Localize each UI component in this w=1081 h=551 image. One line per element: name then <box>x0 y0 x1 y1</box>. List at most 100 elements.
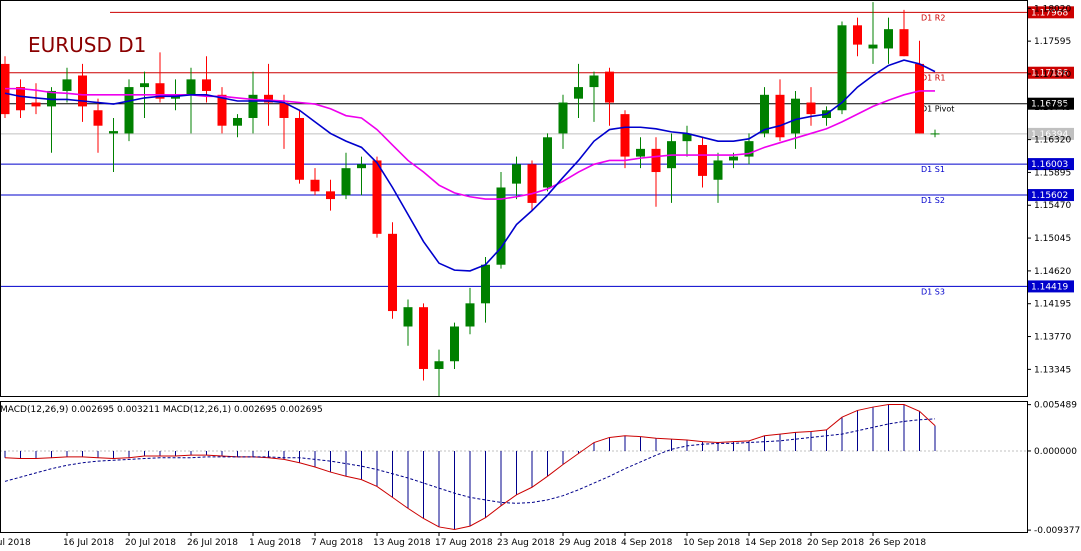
candle-body <box>558 102 568 134</box>
price-tick-label: 1.18020 <box>1034 4 1071 14</box>
candle-body <box>264 94 273 103</box>
pivot-price-badge <box>1028 97 1074 110</box>
candle-body <box>589 75 599 88</box>
macd-tick-label: 0.005489 <box>1034 401 1077 411</box>
date-tick-label: 16 Jul 2018 <box>63 538 114 548</box>
macd-tick-label: 0.000000 <box>1034 447 1077 457</box>
candle-body <box>915 63 924 134</box>
candle-body <box>295 117 304 180</box>
macd-outline-line <box>4 404 936 530</box>
candle-body <box>760 94 769 134</box>
date-tick-label: 1 Aug 2018 <box>249 538 301 548</box>
price-tick-label: 1.17170 <box>1034 70 1071 80</box>
macd-tick-label: -0.009377 <box>1034 526 1080 536</box>
candle-body <box>109 131 118 134</box>
pivot-price-label: 1.16785 <box>1031 100 1068 110</box>
date-tick-label: 10 Sep 2018 <box>683 538 740 548</box>
ma-slow-line <box>5 87 935 200</box>
price-tick-label: 1.13770 <box>1034 333 1071 343</box>
candle-body <box>248 94 258 118</box>
candle-body <box>837 25 847 111</box>
date-tick-label: 23 Aug 2018 <box>497 538 555 548</box>
pivot-price-badge <box>1028 158 1074 171</box>
candle-body <box>155 83 165 99</box>
ma-fast-line <box>4 59 936 272</box>
date-tick-label: 20 Jul 2018 <box>125 538 176 548</box>
candle-body <box>31 102 41 107</box>
date-tick-label: 26 Jul 2018 <box>187 538 238 548</box>
date-tick-label: 9 Jul 2018 <box>0 538 31 548</box>
candle-body <box>372 160 382 234</box>
candle-body <box>78 75 87 107</box>
pivot-price-label: 1.17968 <box>1031 8 1068 18</box>
price-tick-label: 1.14620 <box>1034 267 1071 277</box>
pivot-name-label: D1 Pivot <box>921 105 954 114</box>
price-tick-label: 1.15470 <box>1034 201 1071 211</box>
candle-body <box>124 87 134 134</box>
pivot-price-label: 1.14419 <box>1031 282 1068 292</box>
candle-body <box>605 71 614 103</box>
date-tick-label: 20 Sep 2018 <box>807 538 864 548</box>
candle-body <box>884 29 893 49</box>
macd-panel-frame <box>0 401 1028 533</box>
candle-body <box>899 29 909 57</box>
candle-body <box>310 179 320 192</box>
candle-body <box>450 326 459 362</box>
pivot-price-label: 1.17186 <box>1031 69 1068 79</box>
candle-body <box>357 164 366 169</box>
price-tick-label: 1.16320 <box>1034 136 1071 146</box>
price-tick-label: 1.17595 <box>1034 37 1071 47</box>
price-tick-label: 1.14195 <box>1034 300 1071 310</box>
pivot-name-label: D1 S1 <box>921 165 945 174</box>
candle-body <box>698 145 707 176</box>
pivot-price-label: 1.15602 <box>1031 191 1068 201</box>
candle-body <box>543 137 552 188</box>
candle-body <box>419 307 428 369</box>
date-tick-label: 7 Aug 2018 <box>311 538 363 548</box>
macd-signal-line <box>4 418 936 504</box>
pivot-name-label: D1 S3 <box>921 287 945 296</box>
current-price-badge <box>1028 127 1074 140</box>
candle-body <box>806 102 816 115</box>
candle-body <box>729 156 738 161</box>
chart-title: EURUSD D1 <box>28 33 146 57</box>
price-tick-label: 1.16745 <box>1034 103 1071 113</box>
candle-body <box>186 79 196 95</box>
main-panel-frame <box>0 0 1028 397</box>
date-tick-label: 17 Aug 2018 <box>435 538 493 548</box>
candle-body <box>496 187 506 265</box>
pivot-price-badge <box>1028 6 1074 19</box>
candle-body <box>527 164 537 203</box>
macd-panel <box>0 404 1027 530</box>
date-tick-label: 4 Sep 2018 <box>621 538 673 548</box>
date-tick-label: 13 Aug 2018 <box>373 538 431 548</box>
pivot-price-label: 1.16003 <box>1031 160 1068 170</box>
candle-body <box>388 233 397 312</box>
current-price-label: 1.16394 <box>1031 130 1068 140</box>
candle-body <box>465 303 475 327</box>
candle-body <box>403 307 413 327</box>
pivot-name-label: D1 R1 <box>921 74 945 83</box>
pivot-price-badge <box>1028 66 1074 79</box>
candle-body <box>574 87 583 99</box>
candle-body <box>326 191 335 200</box>
candle-body <box>744 141 754 157</box>
pivot-price-badge <box>1028 280 1074 293</box>
candle-body <box>62 79 72 91</box>
candle-body <box>93 110 103 126</box>
candle-body <box>341 168 351 196</box>
candle-body <box>636 148 645 157</box>
candle-body <box>481 264 490 304</box>
candle-body <box>512 164 521 184</box>
candle-body <box>233 117 242 126</box>
date-tick-label: 14 Sep 2018 <box>745 538 802 548</box>
candle-body <box>620 114 630 157</box>
pivot-price-badge <box>1028 189 1074 202</box>
pivot-name-label: D1 R2 <box>921 13 945 22</box>
candle-body <box>279 102 289 118</box>
candle-body <box>713 160 723 180</box>
price-tick-label: 1.15045 <box>1034 234 1071 244</box>
candle-body <box>434 361 444 369</box>
